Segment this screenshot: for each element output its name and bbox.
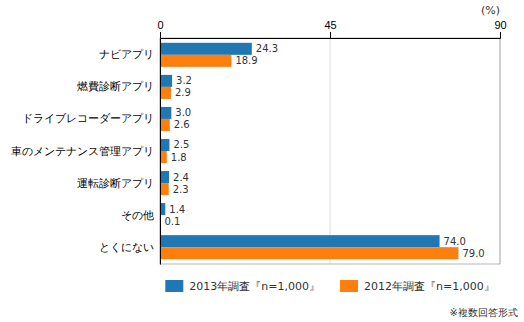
tick: その他 [121,209,160,221]
grid [160,38,500,264]
footnote: ※複数回答形式 [450,307,518,318]
data-label: 1.8 [171,152,187,163]
tick-label: 90 [494,19,506,31]
data-label: 18.9 [235,55,257,66]
tick-label: 車のメンテナンス管理アプリ [11,145,154,157]
tick-label: とくにない [99,241,154,253]
legend-label: 2013年調査『n=1,000』 [189,280,320,293]
data-label: 24.3 [256,43,278,54]
bar-series [160,43,440,247]
grid-line [160,38,161,264]
data-label: 2.5 [173,139,189,150]
tick-mark [500,32,501,38]
tick: 90 [494,19,506,38]
tick: 燃費診断アプリ [77,80,160,92]
plot-frame [160,38,500,264]
bar-series [160,55,458,259]
legend: 2013年調査『n=1,000』 2012年調査『n=1,000』 [165,280,494,293]
tick-label: 45 [324,19,336,31]
tick-label: 燃費診断アプリ [77,80,154,92]
bar [160,75,172,87]
x-axis: 0 45 90 [157,19,506,39]
bar [160,107,171,119]
bar [160,43,252,55]
data-label: 2.3 [173,184,189,195]
data-label: 79.0 [462,248,484,259]
legend-swatch [165,280,183,292]
data-label: 2.4 [173,172,189,183]
data-label: 2.6 [174,119,190,130]
tick: ドライブレコーダーアプリ [22,112,160,124]
bar [160,55,231,67]
legend-swatch [340,280,358,292]
legend-label: 2012年調査『n=1,000』 [364,280,495,293]
axis-line [160,39,161,265]
tick-label: ナビアプリ [99,48,154,60]
tick-mark [330,32,331,38]
chart: 24.3 3.2 3.0 2.5 2.4 1.4 74.0 18.9 2.9 2.6 1.8 2.3 0… [0,0,524,322]
tick-label: 0 [157,19,163,31]
bar [160,151,167,163]
data-label: 2.9 [175,87,191,98]
tick: 運転診断アプリ [77,177,160,189]
tick-label: ドライブレコーダーアプリ [22,112,154,124]
tick: ナビアプリ [99,48,160,60]
tick: 車のメンテナンス管理アプリ [11,145,160,157]
data-label: 1.4 [169,204,185,215]
data-labels: 24.3 3.2 3.0 2.5 2.4 1.4 74.0 18.9 2.9 2.6 1.8 2.3 0… [164,43,484,258]
axis-label: (%) [481,4,500,17]
legend-item: 2012年調査『n=1,000』 [340,280,495,293]
bar [160,183,169,195]
y-axis: ナビアプリ燃費診断アプリドライブレコーダーアプリ車のメンテナンス管理アプリ運転診… [11,39,161,265]
tick-label: 運転診断アプリ [77,177,154,189]
axis-line [161,32,501,39]
tick-label: その他 [121,209,154,221]
data-label: 3.0 [175,107,191,118]
bars [160,43,458,259]
bar [160,139,169,151]
bar [160,247,458,259]
bar [160,119,170,131]
data-label: 3.2 [176,75,192,86]
bar [160,87,171,99]
bar [160,171,169,183]
data-label: 74.0 [444,236,466,247]
tick: 0 [157,19,163,38]
data-label: 0.1 [164,216,180,227]
plot: 24.3 3.2 3.0 2.5 2.4 1.4 74.0 18.9 2.9 2.6 1.8 2.3 0… [11,4,507,265]
tick-mark [160,32,161,38]
grid-line [330,38,331,264]
tick: 45 [324,19,336,38]
tick: とくにない [99,241,160,253]
bar [160,235,440,247]
legend-item: 2013年調査『n=1,000』 [165,280,320,293]
